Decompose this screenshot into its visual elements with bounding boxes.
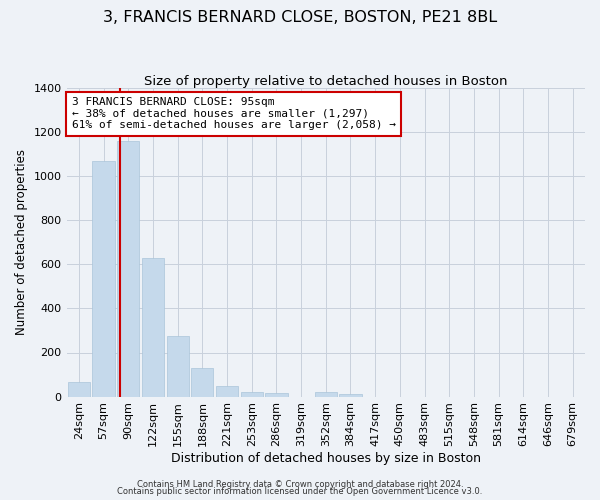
Bar [191, 368, 214, 396]
X-axis label: Distribution of detached houses by size in Boston: Distribution of detached houses by size … [171, 452, 481, 465]
Bar [68, 382, 90, 396]
Text: Contains HM Land Registry data © Crown copyright and database right 2024.: Contains HM Land Registry data © Crown c… [137, 480, 463, 489]
Bar [167, 336, 189, 396]
Text: 3, FRANCIS BERNARD CLOSE, BOSTON, PE21 8BL: 3, FRANCIS BERNARD CLOSE, BOSTON, PE21 8… [103, 10, 497, 25]
Y-axis label: Number of detached properties: Number of detached properties [15, 150, 28, 336]
Bar [142, 258, 164, 396]
Bar [265, 394, 287, 396]
Bar [92, 160, 115, 396]
Bar [241, 392, 263, 396]
Bar [216, 386, 238, 396]
Text: Contains public sector information licensed under the Open Government Licence v3: Contains public sector information licen… [118, 487, 482, 496]
Bar [117, 141, 139, 397]
Title: Size of property relative to detached houses in Boston: Size of property relative to detached ho… [144, 75, 508, 88]
Bar [314, 392, 337, 396]
Bar [340, 394, 362, 396]
Text: 3 FRANCIS BERNARD CLOSE: 95sqm
← 38% of detached houses are smaller (1,297)
61% : 3 FRANCIS BERNARD CLOSE: 95sqm ← 38% of … [72, 98, 396, 130]
